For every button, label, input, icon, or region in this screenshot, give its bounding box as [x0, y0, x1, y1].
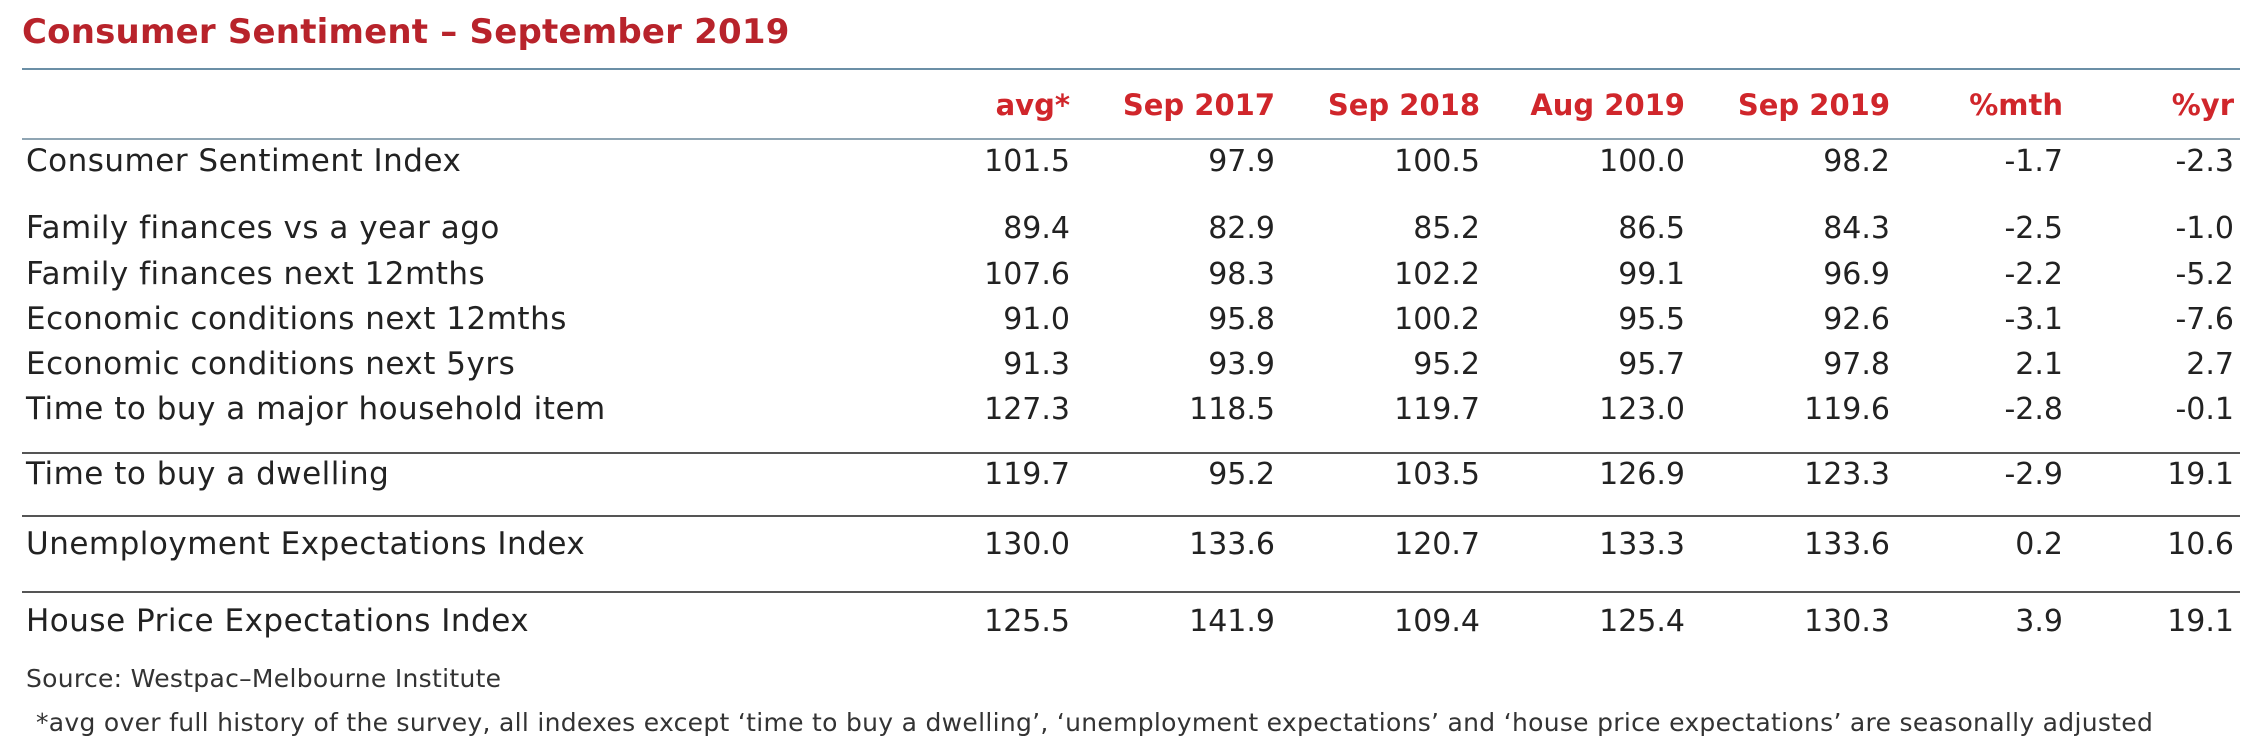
- table-cell: 2.1: [2015, 347, 2063, 382]
- row-separator: [22, 591, 2240, 593]
- table-cell: -2.2: [2004, 257, 2063, 292]
- table-cell: -3.1: [2004, 302, 2063, 337]
- row-label: Family finances next 12mths: [26, 256, 486, 292]
- table-cell: 103.5: [1394, 457, 1480, 492]
- table-cell: -7.6: [2175, 302, 2234, 337]
- table-cell: 96.9: [1823, 257, 1890, 292]
- table-cell: 100.2: [1394, 302, 1480, 337]
- table-cell: -1.0: [2175, 211, 2234, 246]
- table-cell: 91.0: [1003, 302, 1070, 337]
- row-label: Family finances vs a year ago: [26, 210, 500, 246]
- table-cell: -5.2: [2175, 257, 2234, 292]
- table-cell: 119.7: [1394, 392, 1480, 427]
- col-header-aug2019: Aug 2019: [1530, 88, 1685, 122]
- col-header-pct-month: %mth: [1969, 88, 2063, 122]
- footnote: *avg over full history of the survey, al…: [36, 708, 2154, 737]
- table-cell: 123.3: [1804, 457, 1890, 492]
- table-cell: 84.3: [1823, 211, 1890, 246]
- table-cell: 109.4: [1394, 604, 1480, 639]
- col-header-sep2017: Sep 2017: [1122, 88, 1275, 122]
- table-cell: 123.0: [1599, 392, 1685, 427]
- row-label: Economic conditions next 5yrs: [26, 346, 516, 382]
- table-cell: 95.5: [1618, 302, 1685, 337]
- table-cell: 97.8: [1823, 347, 1890, 382]
- col-header-sep2019: Sep 2019: [1737, 88, 1890, 122]
- table-cell: 107.6: [984, 257, 1070, 292]
- table-cell: 126.9: [1599, 457, 1685, 492]
- row-label: Unemployment Expectations Index: [26, 526, 586, 562]
- table-cell: 19.1: [2167, 457, 2234, 492]
- table-cell: 99.1: [1618, 257, 1685, 292]
- table-cell: 120.7: [1394, 527, 1480, 562]
- table-cell: 85.2: [1413, 211, 1480, 246]
- row-label: Time to buy a major household item: [26, 391, 606, 427]
- table-cell: 118.5: [1189, 392, 1275, 427]
- table-cell: 95.2: [1413, 347, 1480, 382]
- title-rule: [22, 68, 2240, 70]
- table-cell: 130.0: [984, 527, 1070, 562]
- table-cell: 127.3: [984, 392, 1070, 427]
- table-cell: 86.5: [1618, 211, 1685, 246]
- page-title: Consumer Sentiment – September 2019: [22, 12, 790, 52]
- table-cell: 101.5: [984, 144, 1070, 179]
- table-cell: 125.5: [984, 604, 1070, 639]
- table-cell: 89.4: [1003, 211, 1070, 246]
- table-cell: 130.3: [1804, 604, 1890, 639]
- table-cell: -2.9: [2004, 457, 2063, 492]
- table-cell: 119.6: [1804, 392, 1890, 427]
- col-header-sep2018: Sep 2018: [1327, 88, 1480, 122]
- table-cell: 0.2: [2015, 527, 2063, 562]
- table-cell: 82.9: [1208, 211, 1275, 246]
- table-cell: 95.7: [1618, 347, 1685, 382]
- col-header-avg: avg*: [995, 88, 1070, 122]
- table-cell: 95.2: [1208, 457, 1275, 492]
- table-cell: -0.1: [2175, 392, 2234, 427]
- row-separator: [22, 515, 2240, 517]
- row-label: Economic conditions next 12mths: [26, 301, 567, 337]
- table-cell: 95.8: [1208, 302, 1275, 337]
- row-label: House Price Expectations Index: [26, 603, 530, 639]
- table-cell: 125.4: [1599, 604, 1685, 639]
- table-cell: 98.3: [1208, 257, 1275, 292]
- table-cell: 19.1: [2167, 604, 2234, 639]
- table-cell: 133.6: [1804, 527, 1890, 562]
- col-header-pct-year: %yr: [2171, 88, 2234, 122]
- table-cell: -1.7: [2004, 144, 2063, 179]
- table-cell: 93.9: [1208, 347, 1275, 382]
- row-label: Time to buy a dwelling: [26, 456, 390, 492]
- table-cell: 91.3: [1003, 347, 1070, 382]
- table-cell: 3.9: [2015, 604, 2063, 639]
- table-cell: 133.3: [1599, 527, 1685, 562]
- row-separator: [22, 452, 2240, 454]
- table-cell: 100.0: [1599, 144, 1685, 179]
- header-rule: [22, 138, 2240, 140]
- table-cell: -2.3: [2175, 144, 2234, 179]
- table-cell: 2.7: [2186, 347, 2234, 382]
- table-cell: 141.9: [1189, 604, 1275, 639]
- table-cell: 97.9: [1208, 144, 1275, 179]
- table-cell: 100.5: [1394, 144, 1480, 179]
- table-cell: 10.6: [2167, 527, 2234, 562]
- table-cell: 119.7: [984, 457, 1070, 492]
- table-cell: 133.6: [1189, 527, 1275, 562]
- row-label: Consumer Sentiment Index: [26, 143, 462, 179]
- table-cell: 92.6: [1823, 302, 1890, 337]
- table-cell: -2.5: [2004, 211, 2063, 246]
- table-cell: 98.2: [1823, 144, 1890, 179]
- source-note: Source: Westpac–Melbourne Institute: [26, 664, 502, 693]
- table-cell: -2.8: [2004, 392, 2063, 427]
- table-cell: 102.2: [1394, 257, 1480, 292]
